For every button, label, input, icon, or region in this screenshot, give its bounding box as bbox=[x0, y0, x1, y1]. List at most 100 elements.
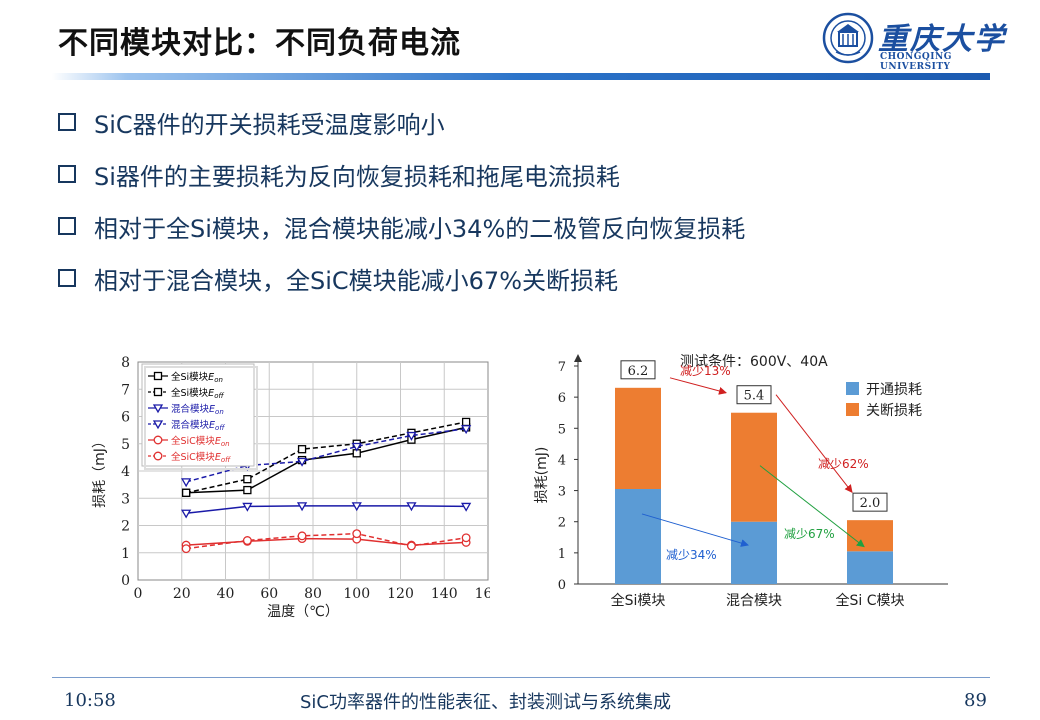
data-point bbox=[352, 529, 362, 539]
total-label-box bbox=[620, 360, 656, 380]
bullet-text: Si器件的主要损耗为反向恢复损耗和拖尾电流损耗 bbox=[94, 162, 620, 191]
legend-entry-sub: off bbox=[221, 456, 231, 464]
page-title: 不同模块对比：不同负荷电流 bbox=[58, 26, 461, 61]
y-tick-label: 0 bbox=[558, 578, 566, 593]
annotation-arrow bbox=[641, 513, 749, 547]
x-tick-label: 80 bbox=[304, 586, 322, 602]
legend-marker bbox=[153, 451, 163, 461]
annotation-label: 减少62% bbox=[818, 457, 869, 471]
data-point bbox=[297, 445, 307, 454]
series-path bbox=[186, 505, 467, 514]
checkbox-bullet-icon bbox=[58, 165, 76, 183]
bullet-list: SiC器件的开关损耗受温度影响小 Si器件的主要损耗为反向恢复损耗和拖尾电流损耗… bbox=[58, 96, 745, 304]
data-point bbox=[242, 502, 253, 512]
annotation-label: 减少34% bbox=[666, 548, 717, 562]
series-line bbox=[181, 529, 471, 554]
y-tick-label: 2 bbox=[121, 519, 130, 535]
y-tick-label: 6 bbox=[121, 410, 130, 426]
legend-entry-e: E bbox=[208, 388, 214, 399]
legend-entry: 全SiC模块Eon bbox=[171, 435, 230, 448]
data-point bbox=[406, 541, 416, 551]
total-label-box bbox=[852, 492, 888, 512]
page-number: 89 bbox=[964, 690, 987, 711]
y-tick-label: 6 bbox=[558, 391, 566, 406]
bullet-item: Si器件的主要损耗为反向恢复损耗和拖尾电流损耗 bbox=[58, 148, 745, 200]
y-tick-label: 7 bbox=[558, 360, 566, 375]
total-label: 5.4 bbox=[744, 389, 765, 404]
x-tick-label: 60 bbox=[260, 586, 278, 602]
legend-entry-main: 全SiC模块 bbox=[171, 451, 215, 463]
x-tick-label: 160 bbox=[475, 586, 490, 602]
legend-marker bbox=[153, 371, 163, 381]
y-tick-label: 0 bbox=[121, 573, 130, 589]
data-point bbox=[406, 502, 417, 512]
bullet-item: SiC器件的开关损耗受温度影响小 bbox=[58, 96, 745, 148]
bar-segment bbox=[847, 520, 893, 552]
header-divider bbox=[52, 73, 990, 80]
checkbox-bullet-icon bbox=[58, 217, 76, 235]
legend-entry: 全SiC模块Eoff bbox=[171, 451, 231, 464]
x-tick-label: 0 bbox=[134, 586, 143, 602]
data-point bbox=[461, 425, 472, 435]
data-point bbox=[296, 457, 308, 467]
x-category-label: 全Si模块 bbox=[611, 592, 666, 609]
legend-entry: 混合模块Eon bbox=[171, 403, 224, 416]
annotation-label: 减少13% bbox=[680, 364, 731, 378]
logo-subtitle: CHONGQING UNIVERSITY bbox=[880, 52, 952, 72]
data-point bbox=[181, 509, 192, 519]
legend-marker bbox=[152, 404, 164, 414]
legend-entry-e: E bbox=[215, 436, 221, 447]
data-point bbox=[296, 502, 308, 512]
legend-marker bbox=[153, 387, 163, 397]
bullet-text: SiC器件的开关损耗受温度影响小 bbox=[94, 110, 445, 139]
y-axis-arrow bbox=[574, 354, 582, 362]
footer-title: SiC功率器件的性能表征、封装测试与系统集成 bbox=[300, 692, 671, 713]
data-point bbox=[461, 417, 471, 427]
legend-marker bbox=[152, 420, 164, 430]
loss-vs-temperature-chart: 0 20 40 60 80 100 120 140 160 0 1 2 3 4 5 6 7 8 温度（℃） 损耗（mJ… bbox=[92, 355, 490, 620]
legend-swatch bbox=[846, 403, 859, 416]
y-tick-label: 1 bbox=[121, 546, 130, 562]
seal-icon bbox=[822, 12, 874, 64]
checkbox-bullet-icon bbox=[58, 113, 76, 131]
annotation-arrow bbox=[759, 465, 865, 548]
logo-text: 重庆大学 bbox=[878, 22, 1006, 57]
footer-divider bbox=[52, 677, 990, 678]
x-tick-label: 120 bbox=[387, 586, 414, 602]
data-point bbox=[351, 442, 362, 452]
total-label-box bbox=[736, 385, 772, 405]
legend-entry-e: E bbox=[209, 404, 215, 415]
total-label: 2.0 bbox=[860, 496, 881, 511]
y-axis-label: 损耗(mJ) bbox=[534, 447, 550, 504]
legend-entry-sub: on bbox=[221, 440, 230, 448]
x-tick-label: 20 bbox=[173, 586, 191, 602]
legend-entry-sub: on bbox=[215, 408, 224, 416]
data-point bbox=[243, 485, 252, 495]
bullet-item: 相对于全Si模块，混合模块能减小34%的二极管反向恢复损耗 bbox=[58, 200, 745, 252]
y-tick-label: 2 bbox=[558, 516, 566, 531]
x-tick-label: 140 bbox=[431, 586, 458, 602]
loss-comparison-bar-chart: 0 1 2 3 4 5 6 7 损耗(mJ) 测试条件：600V、40A 全Si模块 6.2 混合模块 5… bbox=[534, 353, 948, 609]
data-point bbox=[297, 531, 307, 541]
y-tick-label: 4 bbox=[558, 453, 566, 468]
y-tick-label: 5 bbox=[121, 437, 130, 453]
data-point bbox=[181, 478, 192, 488]
legend-shadow bbox=[144, 366, 258, 470]
bullet-item: 相对于混合模块，全SiC模块能减小67%关断损耗 bbox=[58, 252, 745, 304]
legend-entry: 全Si模块Eon bbox=[171, 371, 223, 384]
bar-segment bbox=[731, 412, 777, 522]
legend-entry-main: 全Si模块 bbox=[171, 371, 209, 383]
annotation-arrow bbox=[775, 394, 853, 493]
y-tick-label: 4 bbox=[121, 464, 130, 480]
university-logo: 重庆大学 CHONGQING UNIVERSITY bbox=[822, 12, 1012, 72]
x-category-label: 混合模块 bbox=[726, 593, 782, 609]
legend-entry: 混合模块Eoff bbox=[171, 419, 225, 432]
data-point bbox=[461, 533, 471, 543]
legend-entry-sub: on bbox=[214, 376, 223, 384]
legend-entry: 关断损耗 bbox=[866, 403, 922, 419]
total-label: 6.2 bbox=[628, 364, 649, 379]
bullet-text: 相对于全Si模块，混合模块能减小34%的二极管反向恢复损耗 bbox=[94, 214, 746, 243]
y-tick-label: 3 bbox=[121, 491, 130, 507]
legend-marker bbox=[153, 435, 163, 445]
x-category-label: 全Si C模块 bbox=[835, 592, 904, 609]
